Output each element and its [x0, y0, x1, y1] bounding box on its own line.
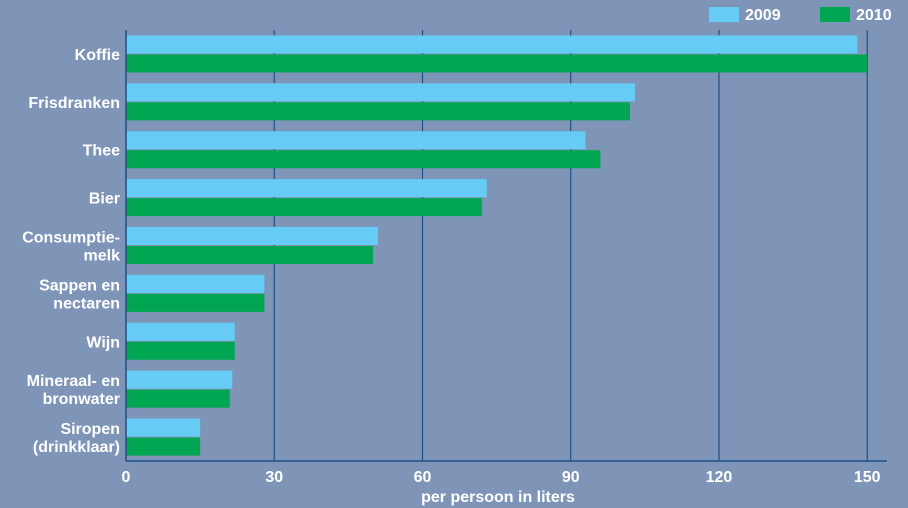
bar-2009 — [126, 131, 586, 150]
bar-2009 — [126, 179, 487, 198]
category-label-line: Wijn — [86, 334, 120, 351]
x-tick-label: 90 — [562, 469, 580, 486]
category-label: Wijn — [86, 334, 120, 351]
legend: 2009 2010 — [709, 7, 892, 24]
bar-2009 — [126, 274, 265, 293]
legend-swatch-2010 — [820, 7, 850, 22]
category-label: Koffie — [75, 47, 120, 64]
category-label-line: Frisdranken — [28, 95, 120, 112]
bar-2010 — [126, 102, 631, 121]
bar-2010 — [126, 246, 374, 264]
legend-label-2009: 2009 — [745, 7, 781, 24]
x-tick-label: 120 — [706, 469, 733, 486]
x-tick-labels: 0 30 60 90 120 150 — [122, 469, 881, 486]
category-label: Thee — [83, 143, 120, 160]
category-label-line: (drinkklaar) — [33, 439, 120, 456]
bar-2010 — [126, 437, 201, 456]
bar-2009 — [126, 370, 233, 389]
category-label-line: Bier — [89, 191, 120, 208]
bar-2010 — [126, 150, 601, 169]
bar-2010 — [126, 341, 235, 360]
gridlines — [126, 30, 887, 461]
bar-2010 — [126, 293, 265, 312]
bar-2010 — [126, 389, 230, 408]
bar-2009 — [126, 418, 201, 437]
bar-2010 — [126, 54, 868, 73]
category-label: Consumptie-melk — [22, 230, 120, 265]
bars — [126, 35, 868, 456]
bar-2009 — [126, 83, 635, 102]
category-label-line: bronwater — [43, 391, 120, 408]
category-label-line: Siropen — [60, 421, 120, 438]
axes — [125, 30, 887, 462]
x-tick-label: 150 — [854, 469, 881, 486]
category-label-line: Consumptie- — [22, 230, 120, 247]
x-tick-label: 0 — [122, 469, 131, 486]
category-label: Bier — [89, 191, 120, 208]
x-tick-label: 30 — [265, 469, 283, 486]
category-label: Frisdranken — [28, 95, 120, 112]
bar-2009 — [126, 227, 379, 245]
category-labels: Koffie Frisdranken Thee Bier Consumptie-melk… — [22, 47, 120, 456]
x-axis-label: per persoon in liters — [421, 489, 575, 506]
category-label: Mineraal- en bronwater — [27, 373, 120, 408]
category-label-line: Thee — [83, 143, 120, 160]
category-label-line: Koffie — [75, 47, 120, 64]
category-label-line: Sappen en — [39, 277, 120, 294]
category-label: Sappen en nectaren — [39, 277, 120, 312]
category-label-line: melk — [84, 248, 121, 265]
bar-2010 — [126, 198, 482, 217]
category-label-line: Mineraal- en — [27, 373, 120, 390]
x-tick-label: 60 — [414, 469, 432, 486]
category-label-line: nectaren — [53, 295, 120, 312]
legend-label-2010: 2010 — [856, 7, 892, 24]
bar-2009 — [126, 35, 858, 54]
plot-area — [126, 30, 887, 461]
category-label: Siropen (drinkklaar) — [33, 421, 120, 456]
bar-2009 — [126, 322, 235, 341]
legend-swatch-2009 — [709, 7, 739, 22]
